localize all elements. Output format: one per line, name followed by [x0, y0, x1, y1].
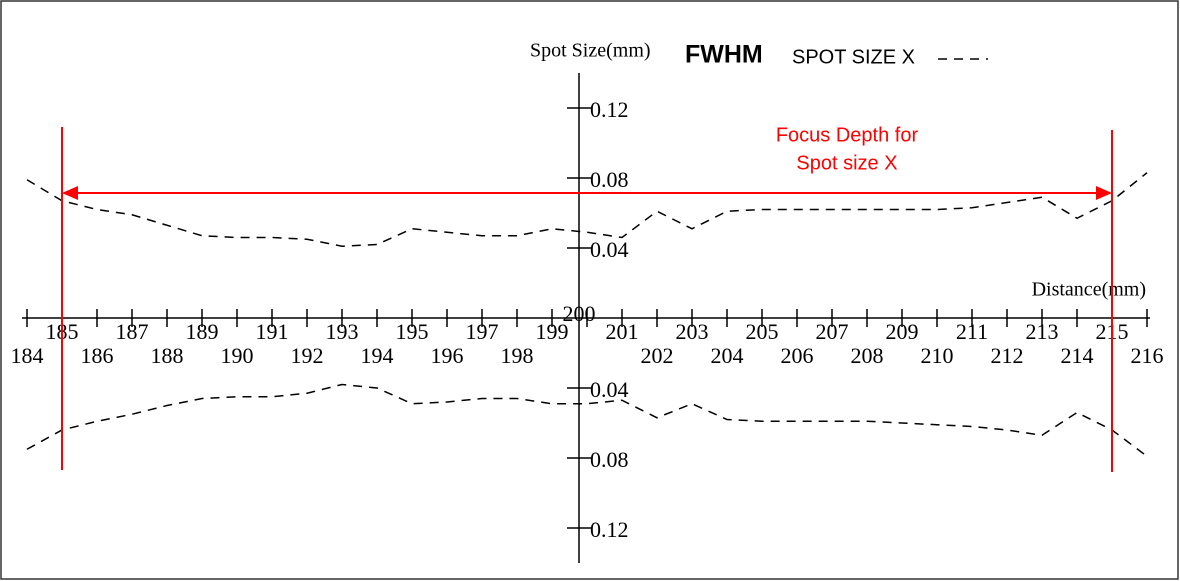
- annotation: Spot size X: [796, 152, 897, 174]
- series-line: [26, 172, 1148, 248]
- x-tick-label: 212: [991, 343, 1024, 368]
- x-tick-label: 191: [256, 319, 289, 344]
- x-tick-label: 187: [116, 319, 149, 344]
- x-tick-label: 211: [956, 319, 988, 344]
- y-tick-label: 0.04: [590, 377, 629, 402]
- x-tick-label: 196: [431, 343, 464, 368]
- legend-title: FWHM: [685, 41, 763, 69]
- x-tick-label: 203: [676, 319, 709, 344]
- annotation: Focus Depth for: [776, 124, 919, 146]
- x-tick-label: 209: [886, 319, 919, 344]
- x-tick-label: 184: [11, 343, 44, 368]
- x-tick-label: 197: [466, 319, 499, 344]
- arrow-head: [62, 186, 78, 200]
- y-tick-label: 0.12: [590, 97, 629, 122]
- arrow-head: [1096, 186, 1112, 200]
- x-tick-label: 213: [1026, 319, 1059, 344]
- y-tick-label: 0.04: [590, 237, 629, 262]
- x-tick-label: 208: [851, 343, 884, 368]
- x-tick-label: 202: [641, 343, 674, 368]
- x-tick-label: 193: [326, 319, 359, 344]
- y-tick-label: 0.08: [590, 167, 629, 192]
- x-tick-label: 205: [746, 319, 779, 344]
- x-tick-label: 207: [816, 319, 849, 344]
- y-axis-label: Spot Size(mm): [530, 40, 651, 62]
- x-tick-label: 189: [186, 319, 219, 344]
- x-tick-label: 201: [606, 319, 639, 344]
- y-tick-label: 0.08: [590, 447, 629, 472]
- y-tick-label: 0.12: [590, 517, 629, 542]
- x-tick-label: 200: [563, 301, 596, 326]
- x-tick-label: 216: [1131, 343, 1164, 368]
- x-tick-label: 198: [501, 343, 534, 368]
- x-tick-label: 195: [396, 319, 429, 344]
- x-tick-label: 210: [921, 343, 954, 368]
- x-tick-label: 199: [536, 319, 569, 344]
- x-tick-label: 188: [151, 343, 184, 368]
- x-axis-label: Distance(mm): [1032, 279, 1146, 301]
- series-line: [26, 383, 1148, 457]
- x-tick-label: 186: [81, 343, 114, 368]
- legend-entry: SPOT SIZE X: [792, 46, 915, 68]
- x-tick-label: 204: [711, 343, 744, 368]
- x-tick-label: 192: [291, 343, 324, 368]
- x-tick-label: 206: [781, 343, 814, 368]
- x-tick-label: 214: [1061, 343, 1094, 368]
- x-tick-label: 194: [361, 343, 394, 368]
- x-tick-label: 190: [221, 343, 254, 368]
